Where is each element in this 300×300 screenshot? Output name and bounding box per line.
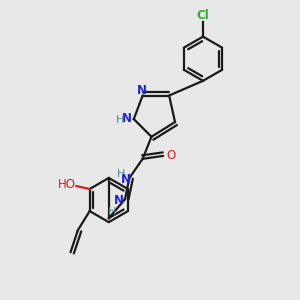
Text: O: O: [167, 149, 176, 162]
Text: N: N: [121, 172, 131, 186]
Text: HO: HO: [58, 178, 76, 191]
Text: N: N: [137, 84, 147, 97]
Text: N: N: [113, 194, 124, 207]
Text: H: H: [108, 207, 116, 217]
Text: H: H: [117, 169, 125, 179]
Text: N: N: [122, 112, 132, 125]
Text: Cl: Cl: [196, 9, 209, 22]
Text: H: H: [116, 115, 124, 125]
